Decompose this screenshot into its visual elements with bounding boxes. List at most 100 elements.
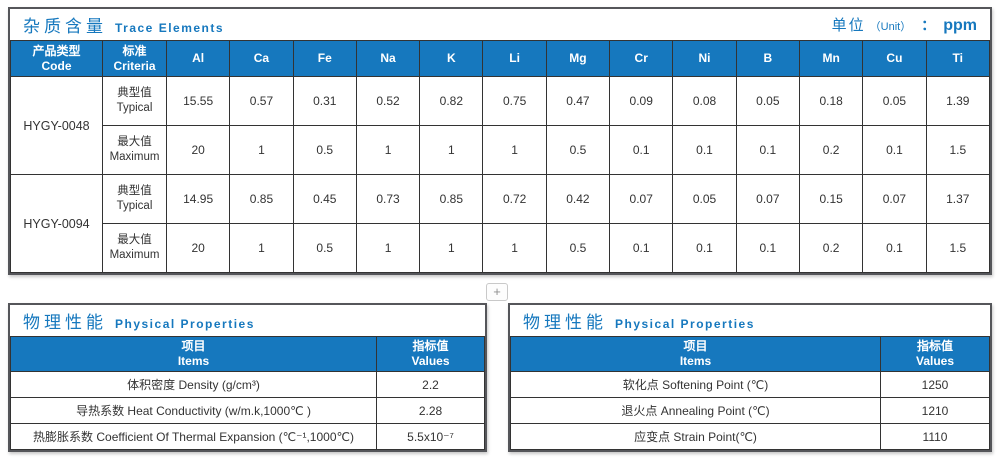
col-header-values: 指标值 Values xyxy=(880,336,990,372)
value-cell: 1 xyxy=(419,223,484,273)
unit-colon: ： xyxy=(921,17,936,33)
value-cell: 0.07 xyxy=(735,174,800,224)
property-item-cell: 应变点 Strain Point(℃) xyxy=(510,423,881,450)
col-header-items-cn: 项目 xyxy=(683,339,708,353)
criteria-label-en: Typical xyxy=(116,200,153,212)
value-cell: 0.5 xyxy=(545,125,611,175)
criteria-label-en: Maximum xyxy=(109,249,160,261)
col-header-element: B xyxy=(735,40,800,77)
value-cell: 0.52 xyxy=(355,76,421,126)
value-cell: 0.85 xyxy=(419,174,484,224)
phys-left-title-en: Physical Properties xyxy=(115,317,255,331)
value-cell: 1 xyxy=(482,125,547,175)
col-header-element: Ti xyxy=(925,40,991,77)
value-cell: 1 xyxy=(355,223,421,273)
col-header-items: 项目 Items xyxy=(510,336,881,372)
value-cell: 14.95 xyxy=(165,174,231,224)
criteria-label-cell: 最大值 Maximum xyxy=(102,223,167,273)
value-cell: 1 xyxy=(482,223,547,273)
col-header-element: Al xyxy=(165,40,231,77)
unit-label-cn: 单位 xyxy=(831,17,866,34)
value-cell: 0.85 xyxy=(229,174,294,224)
phys-right-title: 物理性能 Physical Properties xyxy=(523,308,755,333)
value-cell: 0.1 xyxy=(609,125,674,175)
col-header-element: Li xyxy=(482,40,547,77)
physical-properties-table-left: 项目 Items 指标值 Values 体积密度 Density (g/cm³)… xyxy=(10,336,485,450)
value-cell: 0.1 xyxy=(735,223,800,273)
col-header-criteria-cn: 标准 xyxy=(122,43,147,58)
trace-elements-panel: 杂质含量 Trace Elements 单位 （Unit） ： ppm 产品类型… xyxy=(8,7,992,275)
trace-elements-table: 产品类型 Code 标准 Criteria Al Ca Fe Na K Li M… xyxy=(10,40,991,273)
value-cell: 0.09 xyxy=(609,76,674,126)
col-header-items-en: Items xyxy=(679,354,712,368)
col-header-element: Ni xyxy=(672,40,737,77)
table-row: 最大值 Maximum 20 1 0.5 1 1 1 0.5 0.1 0.1 0… xyxy=(11,223,991,273)
value-cell: 0.57 xyxy=(229,76,294,126)
value-cell: 0.1 xyxy=(609,223,674,273)
value-cell: 0.1 xyxy=(672,223,737,273)
col-header-values-en: Values xyxy=(915,354,955,368)
value-cell: 0.73 xyxy=(355,174,421,224)
value-cell: 0.45 xyxy=(292,174,357,224)
property-item-cell: 体积密度 Density (g/cm³) xyxy=(10,371,377,398)
col-header-items: 项目 Items xyxy=(10,336,377,372)
value-cell: 0.5 xyxy=(292,125,357,175)
physical-properties-panel-right: 物理性能 Physical Properties 项目 Items 指标值 Va… xyxy=(508,303,992,452)
table-row: 应变点 Strain Point(℃) 1110 xyxy=(510,423,990,450)
property-item-cell: 软化点 Softening Point (℃) xyxy=(510,371,881,398)
col-header-code: 产品类型 Code xyxy=(10,40,103,77)
value-cell: 20 xyxy=(165,223,231,273)
property-value-cell: 1110 xyxy=(880,423,990,450)
phys-right-title-cn: 物理性能 xyxy=(523,313,607,332)
criteria-label-cell: 最大值 Maximum xyxy=(102,125,167,175)
value-cell: 0.42 xyxy=(545,174,611,224)
col-header-values: 指标值 Values xyxy=(376,336,485,372)
col-header-criteria-en: Criteria xyxy=(113,58,156,73)
table-row: HYGY-0048 典型值 Typical 15.55 0.57 0.31 0.… xyxy=(10,76,991,175)
col-header-element: Cr xyxy=(609,40,674,77)
value-cell: 0.07 xyxy=(862,174,927,224)
product-code-cell: HYGY-0048 xyxy=(10,76,103,175)
trace-title: 杂质含量 Trace Elements xyxy=(23,12,224,37)
value-cell: 0.15 xyxy=(798,174,864,224)
trace-header-row: 产品类型 Code 标准 Criteria Al Ca Fe Na K Li M… xyxy=(10,40,991,77)
value-cell: 1.39 xyxy=(925,76,991,126)
value-cell: 0.1 xyxy=(862,223,927,273)
trace-panel-header: 杂质含量 Trace Elements 单位 （Unit） ： ppm xyxy=(10,9,990,40)
col-header-values-en: Values xyxy=(411,354,450,368)
value-cell: 1.5 xyxy=(925,223,991,273)
criteria-label-cn: 典型值 xyxy=(117,87,152,100)
col-header-values-cn: 指标值 xyxy=(916,339,953,353)
criteria-label-cell: 典型值 Typical xyxy=(102,174,167,224)
property-value-cell: 5.5x10⁻⁷ xyxy=(376,423,485,450)
value-cell: 1 xyxy=(419,125,484,175)
criteria-label-cell: 典型值 Typical xyxy=(102,76,167,126)
phys-right-header: 物理性能 Physical Properties xyxy=(510,305,990,336)
property-item-cell: 导热系数 Heat Conductivity (w/m.k,1000℃ ) xyxy=(10,397,377,424)
property-value-cell: 2.2 xyxy=(376,371,485,398)
col-header-element: Na xyxy=(355,40,421,77)
criteria-label-cn: 典型值 xyxy=(117,185,152,198)
col-header-element: Mg xyxy=(545,40,611,77)
phys-left-title-cn: 物理性能 xyxy=(23,313,107,332)
expand-button[interactable]: + xyxy=(486,283,508,301)
value-cell: 0.18 xyxy=(798,76,864,126)
value-cell: 1.37 xyxy=(925,174,991,224)
unit-label-en: （Unit） xyxy=(869,21,912,33)
value-cell: 0.72 xyxy=(482,174,547,224)
value-cell: 1 xyxy=(229,223,294,273)
col-header-code-cn: 产品类型 xyxy=(32,43,81,58)
value-cell: 0.05 xyxy=(735,76,800,126)
phys-right-title-en: Physical Properties xyxy=(615,317,755,331)
col-header-code-en: Code xyxy=(41,58,72,73)
value-cell: 0.2 xyxy=(798,125,864,175)
col-header-element: Cu xyxy=(862,40,927,77)
value-cell: 0.05 xyxy=(862,76,927,126)
table-row: 体积密度 Density (g/cm³) 2.2 xyxy=(10,371,485,398)
value-cell: 1 xyxy=(229,125,294,175)
property-value-cell: 1250 xyxy=(880,371,990,398)
col-header-values-cn: 指标值 xyxy=(412,339,449,353)
property-value-cell: 2.28 xyxy=(376,397,485,424)
col-header-items-en: Items xyxy=(177,354,210,368)
value-cell: 0.08 xyxy=(672,76,737,126)
